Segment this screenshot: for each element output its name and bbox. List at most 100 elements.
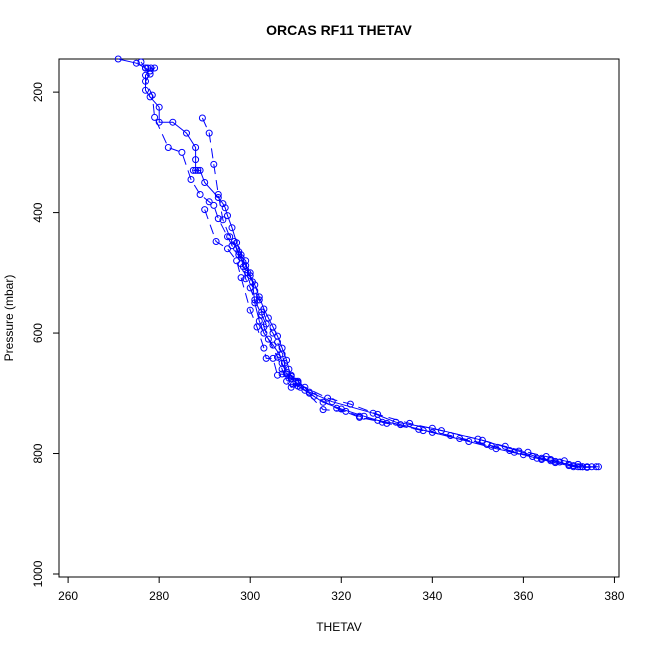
- data-point: [132, 59, 140, 67]
- data-point: [164, 144, 172, 151]
- data-point: [214, 194, 222, 201]
- y-tick-label: 800: [31, 443, 45, 463]
- data-point: [274, 371, 281, 379]
- data-point: [192, 166, 200, 174]
- data-point: [260, 344, 268, 352]
- data-point: [515, 447, 523, 455]
- data-point: [155, 103, 163, 111]
- data-point: [276, 351, 284, 359]
- data-point: [374, 410, 382, 418]
- data-point: [146, 70, 154, 78]
- data-point: [246, 306, 254, 314]
- data-point: [221, 204, 229, 212]
- x-tick-label: 320: [331, 589, 351, 603]
- data-point: [278, 359, 286, 367]
- data-point: [262, 320, 270, 328]
- data-point: [189, 166, 197, 174]
- data-point: [205, 198, 213, 206]
- data-point: [192, 144, 200, 151]
- data-point: [194, 166, 202, 174]
- x-tick-label: 300: [240, 589, 260, 603]
- data-point: [465, 438, 473, 445]
- data-point: [437, 427, 445, 435]
- data-point: [328, 398, 336, 406]
- data-point: [278, 370, 286, 378]
- y-tick-label: 200: [31, 82, 45, 102]
- data-point: [212, 238, 220, 245]
- data-point: [178, 148, 186, 156]
- data-point: [155, 118, 163, 126]
- data-point: [214, 215, 222, 223]
- data-point: [406, 419, 414, 427]
- data-point: [219, 216, 227, 224]
- data-point: [224, 233, 231, 241]
- data-point: [565, 460, 573, 468]
- data-point: [538, 454, 546, 462]
- data-point: [296, 383, 304, 391]
- data-point: [478, 436, 486, 444]
- data-point: [551, 457, 559, 465]
- data-point: [144, 64, 152, 72]
- data-point: [233, 245, 241, 253]
- data-point: [230, 238, 238, 245]
- data-point: [360, 412, 368, 420]
- data-point: [588, 463, 596, 471]
- data-point: [244, 269, 252, 277]
- data-point: [319, 406, 327, 414]
- data-point: [576, 463, 584, 471]
- data-point: [356, 413, 363, 421]
- data-point: [595, 463, 602, 471]
- y-tick-label: 1000: [31, 560, 45, 587]
- data-point: [142, 64, 149, 72]
- data-point: [237, 274, 245, 282]
- data-point: [269, 354, 277, 362]
- data-point: [305, 388, 313, 396]
- data-point: [310, 392, 318, 400]
- y-tick-label: 600: [31, 323, 45, 343]
- x-tick-label: 380: [604, 589, 624, 603]
- data-point: [146, 93, 154, 101]
- data-point: [506, 447, 514, 454]
- data-point: [169, 118, 177, 126]
- data-point: [192, 156, 200, 164]
- data-point: [224, 212, 231, 220]
- data-point: [142, 86, 149, 94]
- x-tick-label: 340: [422, 589, 442, 603]
- data-point: [114, 55, 122, 63]
- data-point: [210, 160, 218, 168]
- data-point: [201, 206, 209, 214]
- data-point: [251, 299, 259, 307]
- x-tick-label: 360: [513, 589, 533, 603]
- data-point: [196, 191, 204, 198]
- plot-frame: [58, 58, 620, 578]
- series-line: [233, 241, 583, 468]
- data-point: [301, 383, 309, 391]
- y-tick-label: 400: [31, 202, 45, 222]
- data-point: [264, 314, 272, 322]
- data-point: [249, 278, 256, 286]
- data-point: [294, 377, 302, 385]
- plot-series: [114, 55, 602, 471]
- data-point: [228, 224, 236, 232]
- data-point: [579, 463, 587, 471]
- data-point: [246, 269, 254, 277]
- data-point: [196, 166, 204, 174]
- data-point: [269, 341, 277, 349]
- chart-title: ORCAS RF11 THETAV: [266, 22, 412, 38]
- data-point: [280, 359, 288, 367]
- data-point: [260, 329, 268, 337]
- data-point: [419, 427, 427, 435]
- data-point: [262, 354, 270, 362]
- data-point: [570, 462, 577, 470]
- data-point: [392, 418, 400, 426]
- y-axis: 200 400 600 800 1000: [31, 82, 59, 587]
- data-point: [258, 311, 266, 319]
- data-point: [255, 317, 263, 325]
- data-point: [205, 129, 213, 137]
- data-point: [264, 335, 272, 343]
- data-point: [142, 77, 149, 85]
- data-point: [214, 191, 222, 198]
- data-point: [137, 58, 145, 66]
